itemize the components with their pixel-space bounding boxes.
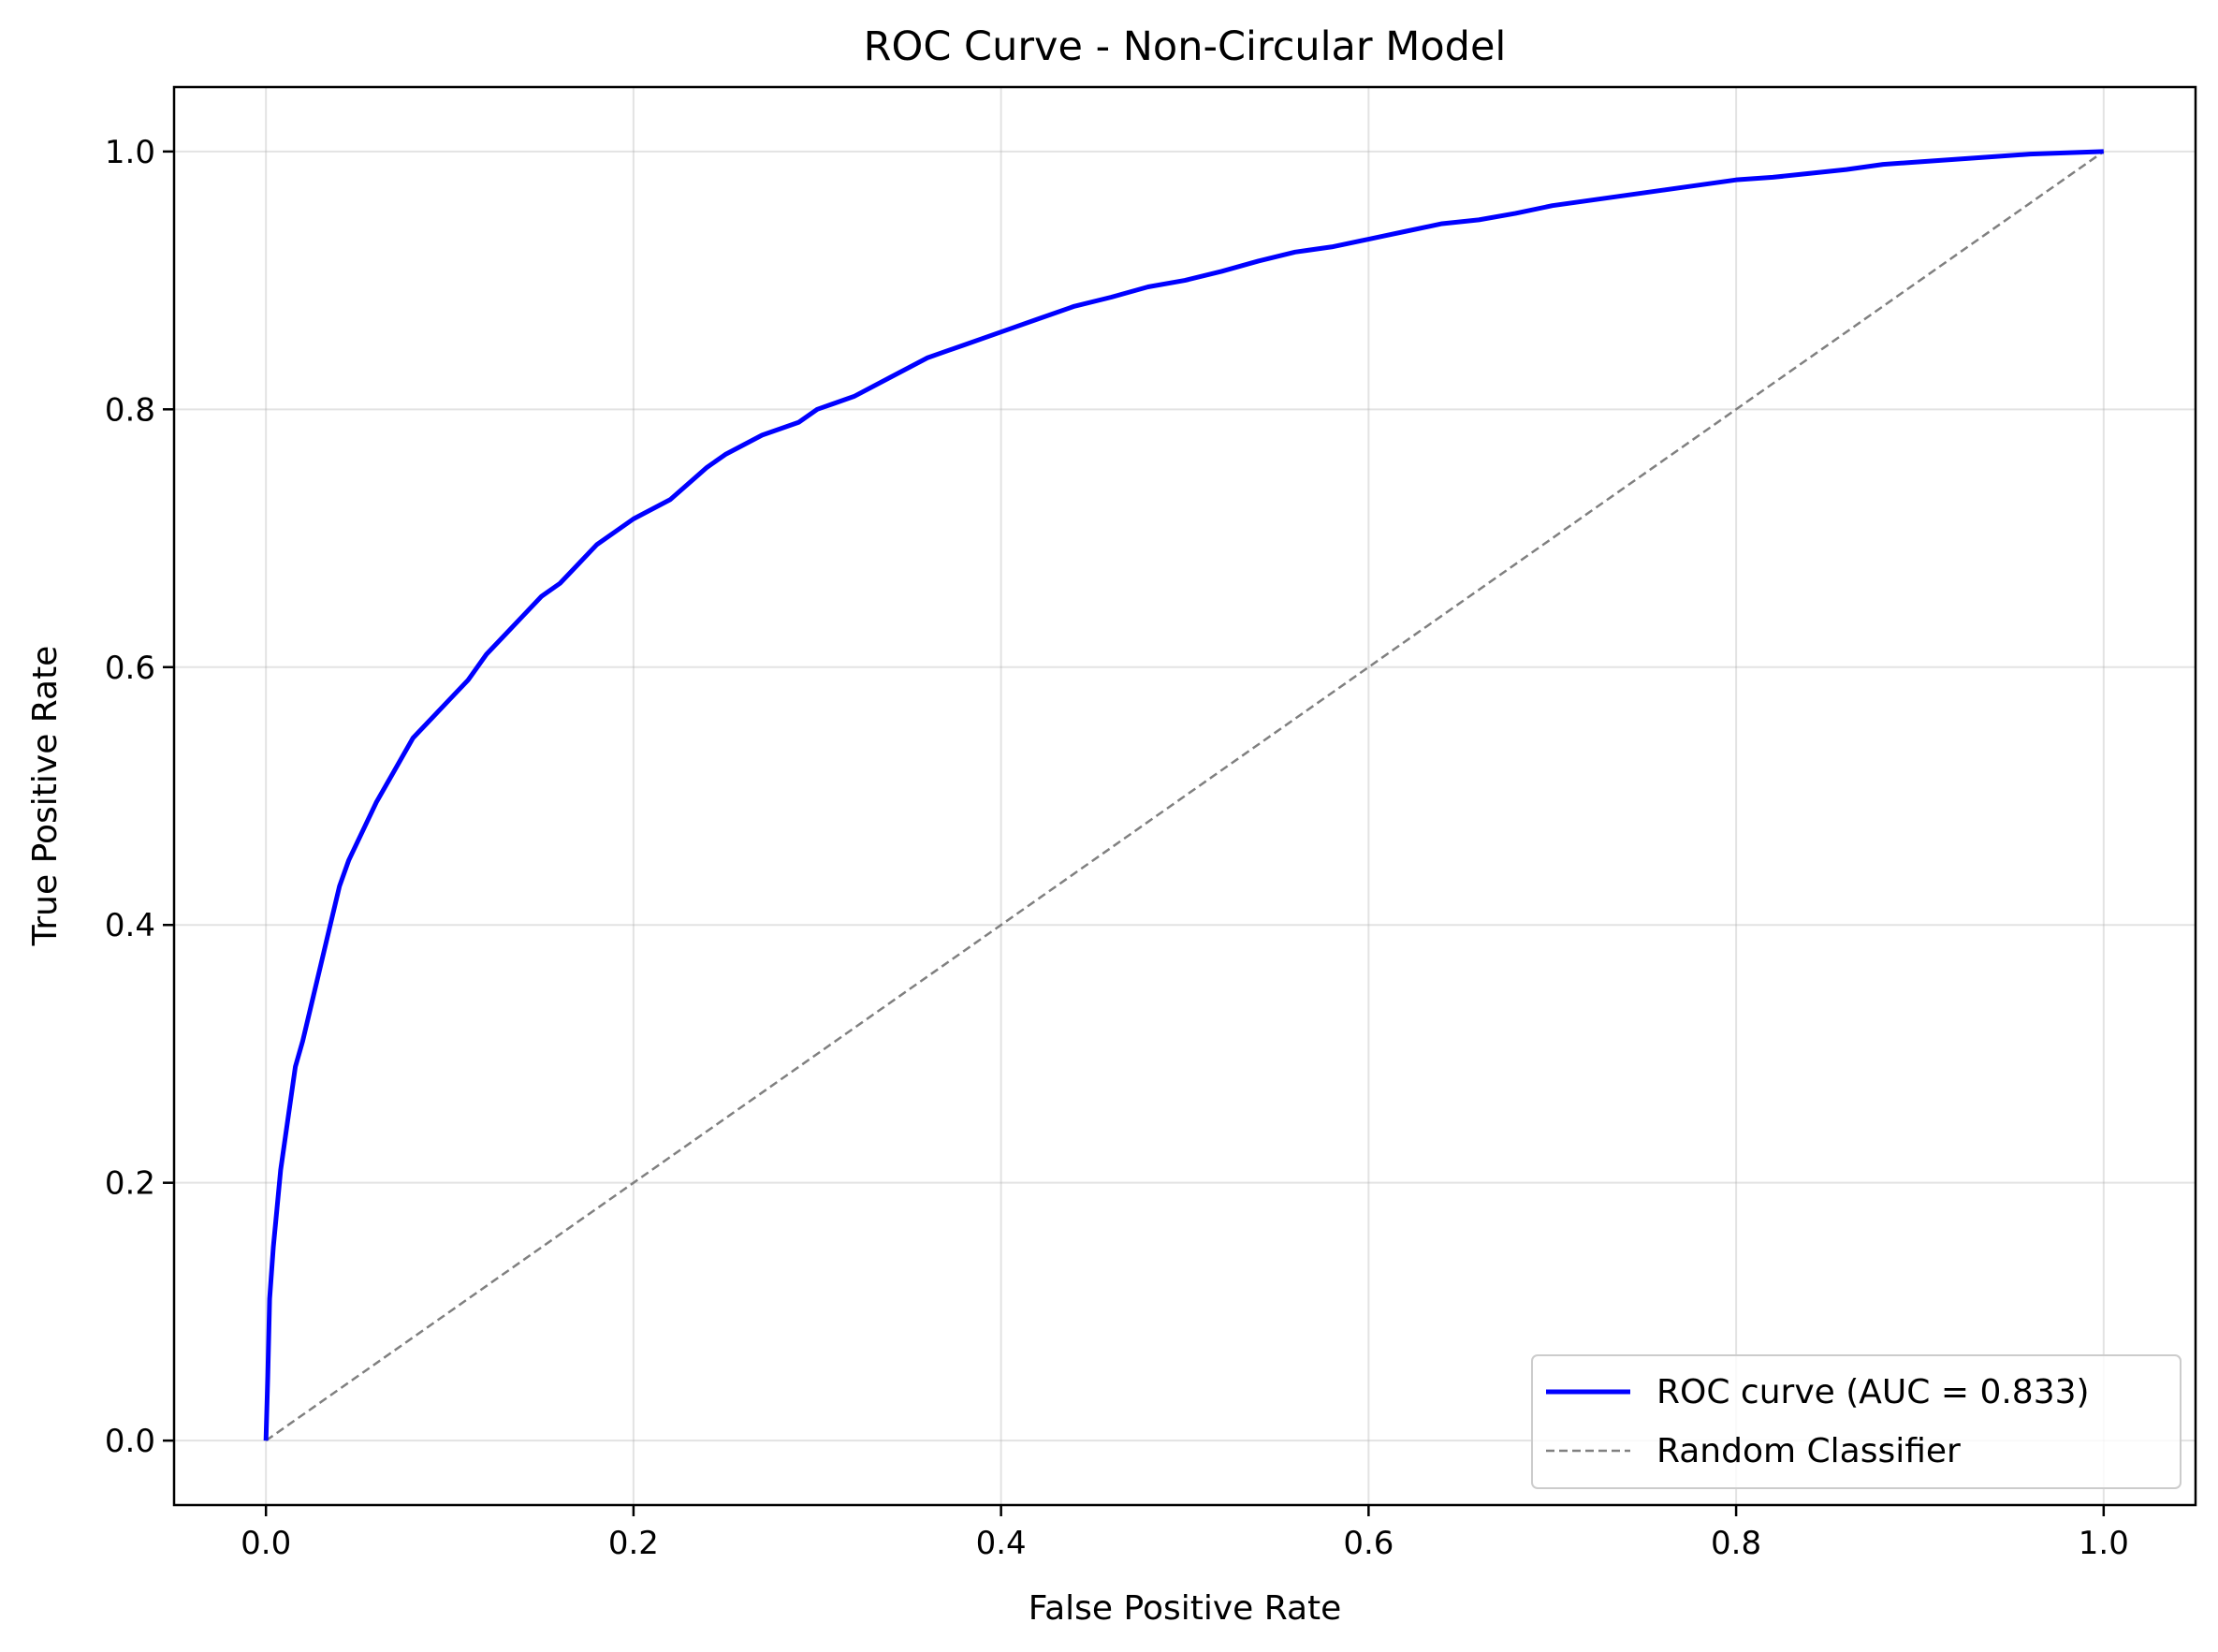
y-tick-label: 0.6 bbox=[105, 650, 155, 687]
x-axis-title: False Positive Rate bbox=[1029, 1589, 1342, 1628]
y-axis-title: True Positive Rate bbox=[26, 646, 65, 947]
x-tick-label: 0.0 bbox=[241, 1525, 291, 1562]
x-tick-label: 0.4 bbox=[976, 1525, 1027, 1562]
y-tick-label: 1.0 bbox=[105, 134, 155, 171]
x-tick-label: 1.0 bbox=[2079, 1525, 2129, 1562]
x-tick-label: 0.8 bbox=[1711, 1525, 1761, 1562]
legend-roc-label: ROC curve (AUC = 0.833) bbox=[1656, 1373, 2090, 1411]
x-tick-label: 0.2 bbox=[608, 1525, 659, 1562]
y-axis-ticks: 0.0 0.2 0.4 0.6 0.8 1.0 bbox=[105, 134, 174, 1460]
plot-frame bbox=[172, 85, 2197, 1507]
x-axis-ticks: 0.0 0.2 0.4 0.6 0.8 1.0 bbox=[241, 1505, 2129, 1562]
y-tick-label: 0.8 bbox=[105, 391, 155, 429]
y-tick-label: 0.0 bbox=[105, 1423, 155, 1460]
random-classifier-line bbox=[265, 150, 2105, 1442]
random-classifier-series bbox=[265, 150, 2105, 1442]
legend: ROC curve (AUC = 0.833) Random Classifie… bbox=[1531, 1354, 2182, 1489]
y-tick-label: 0.4 bbox=[105, 907, 155, 944]
legend-random-label: Random Classifier bbox=[1656, 1432, 1961, 1470]
roc-curve-line bbox=[263, 149, 2104, 1441]
legend-box bbox=[1531, 1354, 2182, 1489]
x-tick-label: 0.6 bbox=[1343, 1525, 1394, 1562]
y-tick-label: 0.2 bbox=[105, 1165, 155, 1203]
roc-curve-series bbox=[263, 149, 2104, 1441]
grid bbox=[174, 87, 2196, 1505]
chart-title: ROC Curve - Non-Circular Model bbox=[864, 23, 1507, 70]
